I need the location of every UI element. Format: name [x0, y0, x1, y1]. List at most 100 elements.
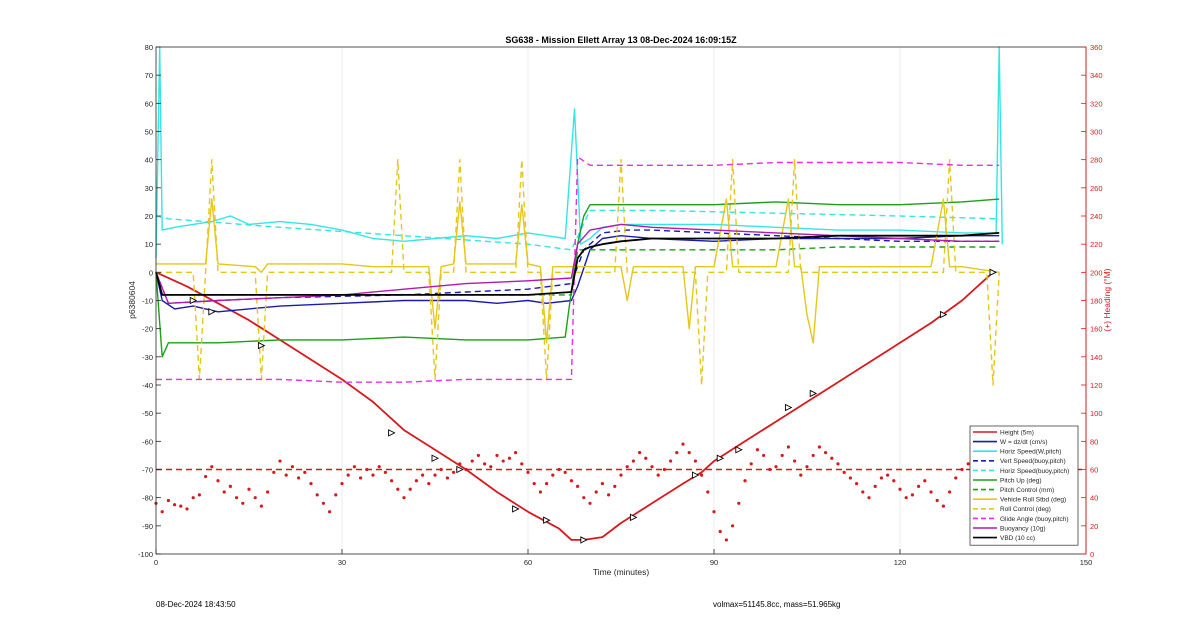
heading-point: [563, 470, 567, 474]
heading-point: [731, 524, 735, 528]
heading-point: [328, 510, 332, 514]
heading-point: [669, 459, 673, 463]
dive-marker: [939, 310, 948, 319]
heading-point: [879, 476, 884, 480]
heading-point: [817, 445, 822, 449]
heading-layer: [154, 442, 1086, 542]
heading-point: [173, 503, 177, 507]
heading-point: [247, 487, 251, 491]
heading-point: [935, 498, 939, 503]
x-axis-label: Time (minutes): [593, 567, 650, 577]
heading-point: [303, 470, 307, 474]
y-tick-label: -50: [142, 409, 153, 418]
heading-point: [749, 462, 753, 466]
heading-point: [762, 453, 766, 458]
heading-point: [421, 473, 425, 477]
heading-point: [551, 473, 555, 477]
y-tick-label: 0: [149, 268, 153, 277]
heading-point: [346, 473, 350, 477]
heading-point: [365, 467, 369, 472]
heading-point: [414, 479, 418, 483]
heading-point: [842, 470, 846, 474]
heading-point: [272, 470, 276, 474]
legend-label: Horiz Speed(buoy,pitch): [1000, 468, 1069, 475]
y-tick-label: 60: [145, 99, 153, 108]
y2-tick-label: 0: [1090, 550, 1094, 559]
heading-point: [848, 476, 853, 480]
heading-point: [321, 501, 325, 505]
y-tick-label: 40: [145, 156, 153, 165]
heading-point: [780, 453, 784, 458]
heading-point: [458, 462, 462, 466]
series-line-2: [155, 46, 1003, 259]
series-line-9: [156, 156, 1000, 383]
heading-point: [966, 462, 970, 466]
heading-point: [576, 484, 580, 488]
x-tick-label: 0: [154, 558, 158, 567]
dive-marker: [580, 536, 588, 544]
heading-point: [390, 479, 394, 483]
heading-point: [476, 453, 480, 458]
heading-point: [166, 498, 170, 503]
dive-marker: [735, 446, 743, 454]
heading-point: [532, 481, 536, 486]
x-tick-label: 30: [338, 558, 346, 567]
y2-tick-label: 340: [1090, 71, 1103, 80]
heading-point: [185, 507, 189, 511]
y-tick-label: 20: [145, 212, 153, 221]
heading-point: [445, 476, 449, 480]
dive-marker: [989, 268, 998, 277]
heading-point: [755, 448, 760, 452]
heading-point: [210, 465, 214, 469]
legend-label: Pitch Control (mm): [1000, 487, 1054, 494]
dive-marker: [543, 516, 551, 524]
heading-point: [359, 476, 363, 480]
heading-point: [675, 451, 679, 455]
plot-area: [156, 47, 1086, 554]
heading-point: [861, 490, 865, 494]
heading-point: [278, 459, 282, 463]
y-axis-right: 0 20 40 60 80 100 120 140 160 180 200 220 240 260 280 3…: [1081, 43, 1103, 559]
heading-point: [427, 481, 431, 486]
dive-marker: [716, 454, 725, 462]
y2-tick-label: 160: [1090, 325, 1103, 334]
heading-point: [371, 473, 375, 477]
heading-point: [284, 473, 288, 477]
y-tick-label: 50: [145, 128, 153, 137]
y-tick-label: 70: [145, 71, 153, 80]
heading-point: [228, 484, 232, 488]
heading-point: [470, 459, 474, 463]
heading-point: [594, 490, 598, 494]
heading-point: [768, 467, 772, 472]
dive-marker: [257, 341, 266, 350]
heading-point: [495, 453, 499, 458]
dive-marker: [629, 513, 638, 522]
heading-point: [216, 479, 220, 483]
heading-point: [290, 465, 294, 469]
heading-point: [235, 496, 239, 500]
y-tick-label: 30: [145, 184, 153, 193]
y2-tick-label: 240: [1090, 212, 1103, 221]
dive-marker: [512, 505, 520, 513]
heading-point: [929, 490, 933, 494]
series-line-7: [156, 198, 1000, 344]
heading-point: [297, 476, 301, 480]
heading-point: [613, 484, 617, 488]
heading-point: [774, 465, 778, 469]
heading-point: [805, 465, 809, 469]
legend-label: Horiz Speed(W,pitch): [1000, 449, 1061, 456]
footer-volmax-mass: volmax=51145.8cc, mass=51.965kg: [713, 600, 841, 609]
y2-tick-label: 200: [1090, 268, 1103, 277]
heading-point: [507, 456, 511, 460]
heading-point: [315, 493, 319, 497]
y-axis-label: p6380604: [127, 281, 137, 319]
y-axis-left: -100-90-80-70-60-50-40-30-20-10010203040…: [138, 43, 161, 559]
heading-point: [824, 451, 828, 455]
y2-tick-label: 40: [1090, 494, 1098, 503]
heading-point: [439, 467, 443, 472]
heading-point: [954, 476, 958, 480]
heading-point: [811, 453, 815, 458]
heading-point: [743, 479, 747, 483]
heading-point: [836, 462, 840, 466]
heading-point: [718, 529, 722, 534]
